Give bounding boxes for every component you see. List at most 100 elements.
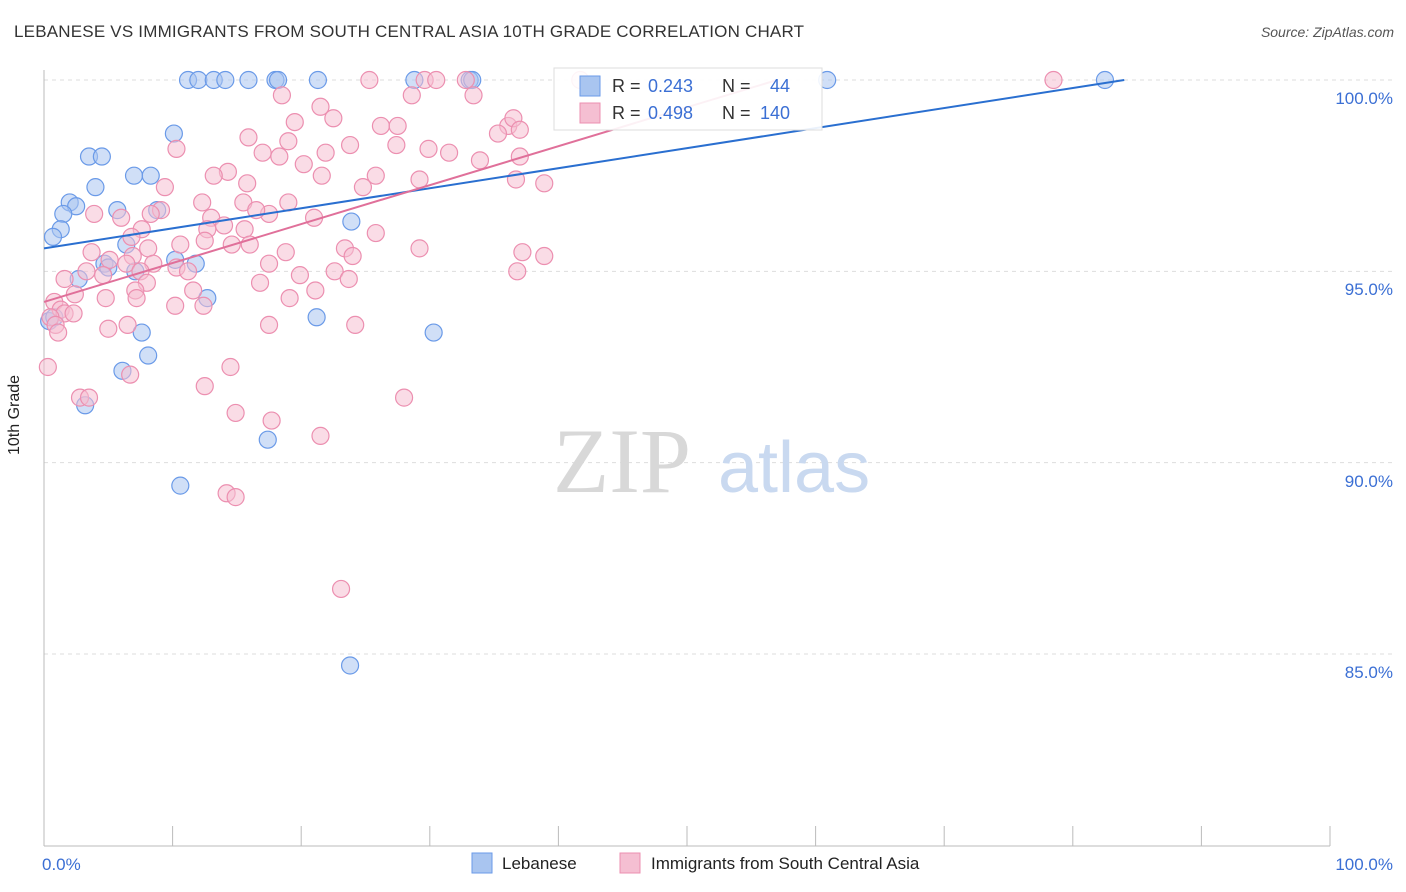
immigrants-point	[64, 304, 83, 323]
lebanese-point	[86, 178, 105, 197]
immigrants-point	[306, 281, 325, 300]
immigrants-point	[535, 246, 554, 266]
immigrants-point	[366, 223, 385, 243]
y-tick-label-100: 100.0%	[1335, 89, 1393, 108]
lebanese-point	[1095, 70, 1115, 90]
immigrants-point	[155, 178, 174, 197]
stats-n-label-lebanese: N =	[722, 76, 751, 96]
y-tick-label-95: 95.0%	[1345, 280, 1393, 299]
data-points	[38, 70, 1115, 675]
immigrants-point	[325, 262, 344, 281]
lebanese-point	[239, 70, 258, 90]
immigrants-point	[353, 178, 373, 197]
stats-n-immigrants: 140	[760, 103, 790, 123]
legend-label-immigrants: Immigrants from South Central Asia	[651, 854, 920, 873]
immigrants-point	[122, 227, 141, 246]
immigrants-point	[508, 262, 527, 281]
immigrants-point	[272, 86, 292, 105]
immigrants-point	[410, 239, 429, 258]
immigrants-point	[343, 246, 362, 266]
immigrants-point	[118, 315, 137, 335]
immigrants-point	[402, 86, 421, 105]
immigrants-point	[419, 139, 438, 158]
immigrants-point	[94, 266, 113, 285]
immigrants-point	[259, 315, 279, 335]
stats-n-label-immigrants: N =	[722, 103, 751, 123]
lebanese-point	[141, 166, 160, 185]
immigrants-point	[285, 112, 304, 132]
immigrants-point	[127, 289, 146, 308]
stats-swatch-immigrants	[579, 102, 601, 124]
y-tick-label-85: 85.0%	[1345, 663, 1393, 682]
immigrants-point	[226, 403, 245, 423]
immigrants-point	[510, 147, 529, 166]
immigrants-point	[1044, 70, 1063, 90]
lebanese-point	[342, 212, 361, 231]
immigrants-point	[439, 143, 459, 162]
immigrants-point	[226, 488, 245, 507]
immigrants-point	[340, 135, 360, 155]
lebanese-point	[308, 70, 328, 90]
immigrants-point	[388, 116, 407, 136]
immigrants-point	[324, 109, 343, 128]
legend-label-lebanese: Lebanese	[502, 854, 577, 873]
immigrants-point	[276, 243, 295, 262]
lebanese-point	[92, 147, 111, 166]
immigrants-point	[79, 388, 99, 407]
lebanese-point	[164, 124, 183, 143]
y-tick-label-90: 90.0%	[1345, 472, 1393, 491]
stats-r-label-immigrants: R =	[612, 103, 641, 123]
lebanese-point	[189, 70, 208, 90]
immigrants-point	[195, 231, 214, 250]
x-tick-label-0: 0.0%	[42, 855, 81, 874]
immigrants-point	[387, 135, 406, 155]
lebanese-point	[43, 227, 63, 246]
x-ticks	[43, 826, 1331, 846]
immigrants-point	[394, 388, 414, 407]
immigrants-point	[331, 579, 351, 599]
immigrants-point	[311, 97, 330, 116]
immigrants-point	[167, 139, 186, 158]
immigrants-point	[184, 281, 203, 300]
watermark-atlas: atlas	[718, 428, 870, 508]
stats-n-lebanese: 44	[770, 76, 790, 96]
immigrants-point	[100, 250, 119, 269]
immigrants-point	[139, 239, 158, 258]
stats-swatch-lebanese	[579, 75, 601, 97]
lebanese-trend-line	[43, 79, 1125, 250]
immigrants-point	[294, 155, 313, 174]
lebanese-point	[139, 346, 158, 365]
immigrants-point	[366, 166, 385, 185]
immigrants-point	[510, 120, 529, 139]
immigrants-point	[96, 289, 115, 308]
immigrants-point	[204, 166, 223, 185]
immigrants-point	[238, 174, 257, 193]
immigrants-point	[235, 220, 254, 239]
x-tick-label-100: 100.0%	[1335, 855, 1393, 874]
gridlines	[44, 79, 1395, 655]
immigrants-point	[312, 166, 331, 185]
watermark-zip: ZIP	[553, 410, 691, 512]
watermark: ZIP atlas	[553, 410, 870, 512]
legend-swatch-lebanese	[471, 852, 493, 874]
legend: Lebanese Immigrants from South Central A…	[471, 852, 920, 874]
stats-r-label-lebanese: R =	[612, 76, 641, 96]
lebanese-point	[216, 70, 235, 90]
stats-r-immigrants: 0.498	[648, 103, 693, 123]
immigrants-point	[513, 243, 532, 262]
immigrants-point	[316, 143, 335, 162]
immigrants-point	[290, 266, 310, 285]
lebanese-point	[132, 323, 151, 342]
stats-r-lebanese: 0.243	[648, 76, 693, 96]
stats-box: R = 0.243 N = 44 R = 0.498 N = 140	[553, 67, 823, 131]
immigrants-point	[171, 235, 190, 254]
lebanese-point	[258, 430, 277, 449]
immigrants-point	[178, 262, 198, 281]
immigrants-point	[121, 365, 140, 384]
immigrants-point	[456, 70, 475, 90]
source-text: Source: ZipAtlas.com	[1260, 24, 1394, 40]
immigrants-point	[427, 70, 446, 90]
immigrants-point	[38, 357, 57, 377]
immigrants-point	[117, 254, 136, 273]
